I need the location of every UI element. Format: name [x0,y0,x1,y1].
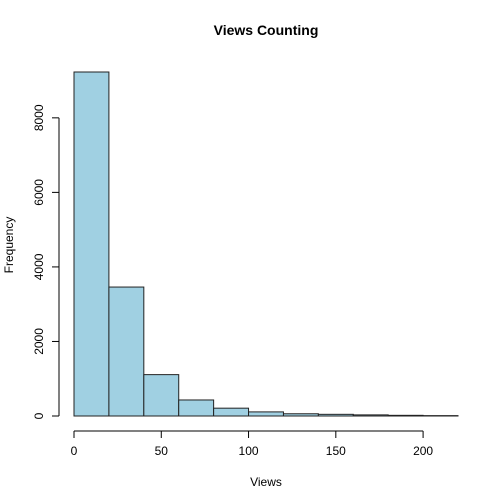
y-tick-label: 6000 [32,179,46,206]
chart-title: Views Counting [214,22,319,38]
y-tick-label: 0 [32,412,46,419]
histogram-bar [248,411,284,417]
x-tick-label: 100 [239,444,259,458]
histogram-bar [73,71,110,417]
histogram-bar [387,414,424,417]
histogram-bar [143,374,180,417]
x-axis-label: Views [250,475,282,489]
y-tick-label: 4000 [32,253,46,280]
y-axis-label: Frequency [2,217,16,274]
y-tick-label: 8000 [32,104,46,131]
x-tick-label: 0 [71,444,78,458]
histogram-bar [317,413,354,417]
x-tick-label: 150 [326,444,346,458]
histogram-bar [282,413,319,417]
x-axis: 0 50 100 150 200 [71,430,433,458]
bars-group [73,71,459,417]
histogram-bar [352,414,389,417]
x-tick-label: 50 [155,444,169,458]
x-tick-label: 200 [413,444,433,458]
histogram-bar [213,407,250,417]
histogram-bar [108,286,145,417]
histogram-bar [178,399,215,417]
y-axis: 0 2000 4000 6000 8000 [32,104,60,419]
y-tick-label: 2000 [32,328,46,355]
